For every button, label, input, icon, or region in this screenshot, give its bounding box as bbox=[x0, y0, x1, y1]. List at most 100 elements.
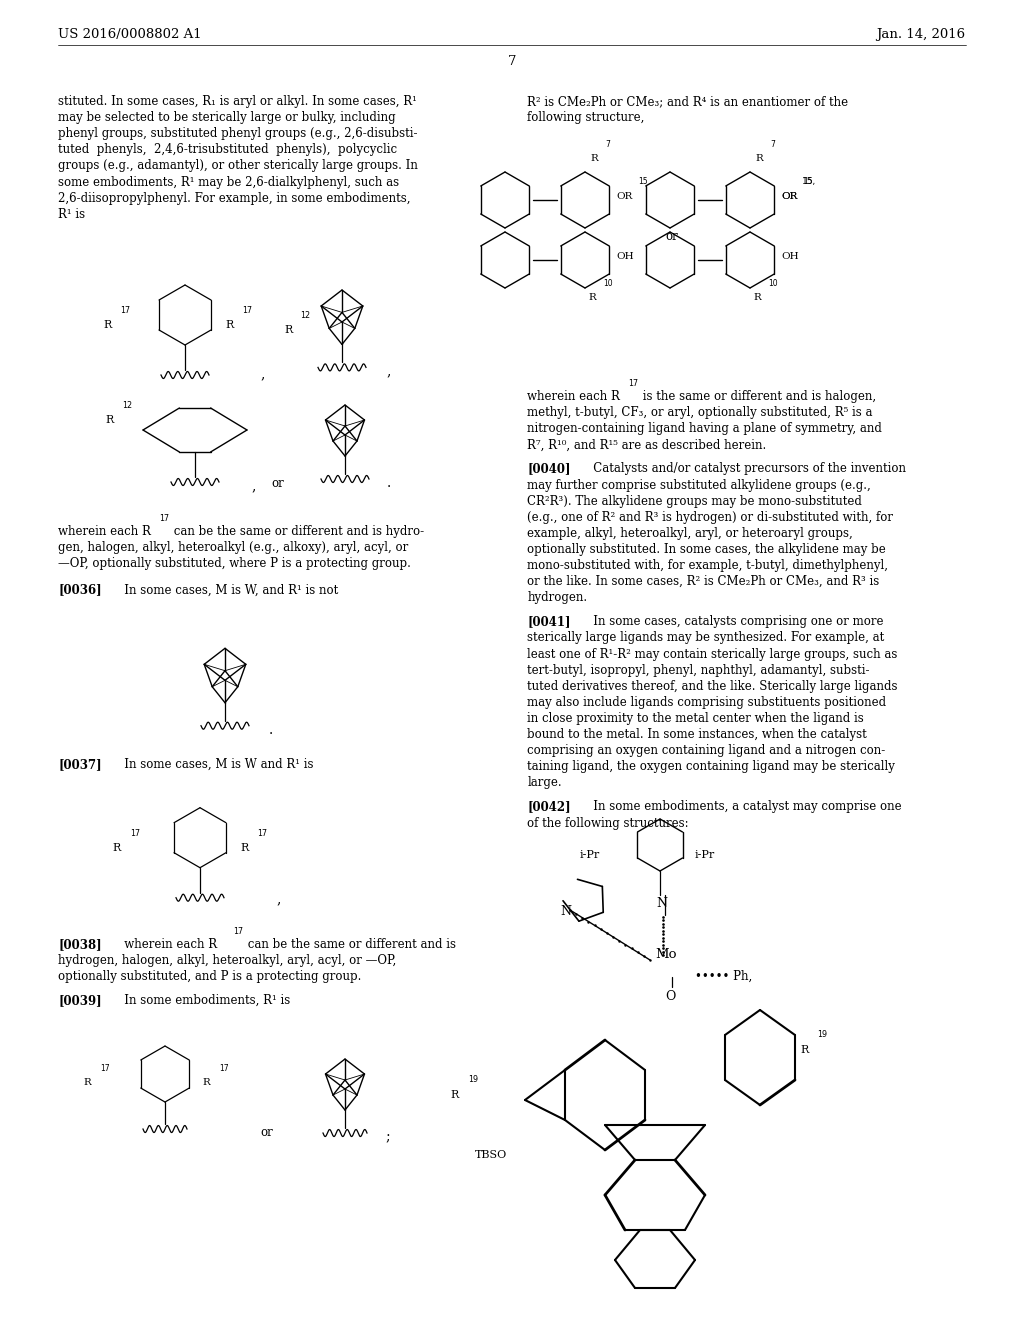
Text: TBSO: TBSO bbox=[475, 1150, 507, 1160]
Text: R: R bbox=[588, 293, 596, 302]
Text: 2,6-diisopropylphenyl. For example, in some embodiments,: 2,6-diisopropylphenyl. For example, in s… bbox=[58, 191, 411, 205]
Text: R: R bbox=[225, 319, 233, 330]
Text: —OP, optionally substituted, where P is a protecting group.: —OP, optionally substituted, where P is … bbox=[58, 557, 412, 570]
Text: 17: 17 bbox=[100, 1064, 110, 1073]
Text: 15: 15 bbox=[803, 177, 813, 186]
Text: tert-butyl, isopropyl, phenyl, naphthyl, adamantyl, substi-: tert-butyl, isopropyl, phenyl, naphthyl,… bbox=[527, 664, 869, 677]
Text: 12: 12 bbox=[300, 312, 310, 319]
Text: OR: OR bbox=[781, 191, 798, 201]
Text: R: R bbox=[103, 319, 112, 330]
Text: wherein each R: wherein each R bbox=[114, 937, 217, 950]
Text: 15,: 15, bbox=[802, 177, 816, 186]
Text: example, alkyl, heteroalkyl, aryl, or heteroaryl groups,: example, alkyl, heteroalkyl, aryl, or he… bbox=[527, 527, 853, 540]
Text: may further comprise substituted alkylidene groups (e.g.,: may further comprise substituted alkylid… bbox=[527, 479, 871, 491]
Text: mono-substituted with, for example, t-butyl, dimethylphenyl,: mono-substituted with, for example, t-bu… bbox=[527, 560, 889, 572]
Text: R: R bbox=[112, 842, 120, 853]
Text: R⁷, R¹⁰, and R¹⁵ are as described herein.: R⁷, R¹⁰, and R¹⁵ are as described herein… bbox=[527, 438, 767, 451]
Text: OR: OR bbox=[781, 191, 798, 201]
Text: .: . bbox=[269, 723, 273, 737]
Text: 7: 7 bbox=[770, 140, 775, 149]
Text: is the same or different and is halogen,: is the same or different and is halogen, bbox=[639, 389, 877, 403]
Text: R² is CMe₂Ph or CMe₃; and R⁴ is an enantiomer of the: R² is CMe₂Ph or CMe₃; and R⁴ is an enant… bbox=[527, 95, 849, 108]
Text: phenyl groups, substituted phenyl groups (e.g., 2,6-disubsti-: phenyl groups, substituted phenyl groups… bbox=[58, 127, 418, 140]
Text: [0037]: [0037] bbox=[58, 758, 102, 771]
Text: OR: OR bbox=[616, 191, 633, 201]
Text: or the like. In some cases, R² is CMe₂Ph or CMe₃, and R³ is: or the like. In some cases, R² is CMe₂Ph… bbox=[527, 576, 880, 589]
Text: 17: 17 bbox=[257, 829, 267, 838]
Text: ••••• Ph,: ••••• Ph, bbox=[695, 970, 753, 983]
Text: (e.g., one of R² and R³ is hydrogen) or di-substituted with, for: (e.g., one of R² and R³ is hydrogen) or … bbox=[527, 511, 893, 524]
Text: In some cases, M is W, and R¹ is not: In some cases, M is W, and R¹ is not bbox=[114, 583, 339, 597]
Text: or: or bbox=[665, 230, 678, 243]
Text: 17: 17 bbox=[130, 829, 140, 838]
Text: R: R bbox=[240, 842, 248, 853]
Text: ,: , bbox=[276, 892, 281, 907]
Text: hydrogen.: hydrogen. bbox=[527, 591, 588, 605]
Text: 7: 7 bbox=[605, 140, 610, 149]
Text: N: N bbox=[656, 898, 667, 909]
Text: R¹ is: R¹ is bbox=[58, 207, 85, 220]
Text: [0038]: [0038] bbox=[58, 937, 102, 950]
Text: ,: , bbox=[386, 364, 390, 379]
Text: O: O bbox=[665, 990, 676, 1003]
Text: R: R bbox=[105, 414, 114, 425]
Text: 17: 17 bbox=[629, 379, 639, 388]
Text: comprising an oxygen containing ligand and a nitrogen con-: comprising an oxygen containing ligand a… bbox=[527, 744, 886, 758]
Text: 12: 12 bbox=[122, 401, 132, 411]
Text: R: R bbox=[755, 154, 763, 162]
Text: wherein each R: wherein each R bbox=[58, 525, 152, 539]
Text: 19: 19 bbox=[817, 1030, 827, 1039]
Text: some embodiments, R¹ may be 2,6-dialkylphenyl, such as: some embodiments, R¹ may be 2,6-dialkylp… bbox=[58, 176, 399, 189]
Text: 19: 19 bbox=[468, 1074, 478, 1084]
Text: i-Pr: i-Pr bbox=[695, 850, 715, 861]
Text: Mo: Mo bbox=[655, 949, 677, 961]
Text: optionally substituted, and P is a protecting group.: optionally substituted, and P is a prote… bbox=[58, 970, 361, 983]
Text: In some cases, M is W and R¹ is: In some cases, M is W and R¹ is bbox=[114, 758, 314, 771]
Text: [0036]: [0036] bbox=[58, 583, 102, 597]
Text: ,: , bbox=[260, 367, 264, 381]
Text: groups (e.g., adamantyl), or other sterically large groups. In: groups (e.g., adamantyl), or other steri… bbox=[58, 160, 418, 173]
Text: 10: 10 bbox=[603, 279, 612, 288]
Text: ,: , bbox=[251, 479, 255, 492]
Text: [0039]: [0039] bbox=[58, 994, 102, 1007]
Text: 10: 10 bbox=[768, 279, 777, 288]
Text: 7: 7 bbox=[508, 55, 516, 69]
Text: Jan. 14, 2016: Jan. 14, 2016 bbox=[877, 28, 966, 41]
Text: R: R bbox=[753, 293, 761, 302]
Text: R: R bbox=[450, 1090, 459, 1100]
Text: 15: 15 bbox=[638, 177, 647, 186]
Text: 17: 17 bbox=[160, 513, 170, 523]
Text: US 2016/0008802 A1: US 2016/0008802 A1 bbox=[58, 28, 202, 41]
Text: methyl, t-butyl, CF₃, or aryl, optionally substituted, R⁵ is a: methyl, t-butyl, CF₃, or aryl, optionall… bbox=[527, 407, 872, 420]
Text: 17: 17 bbox=[233, 927, 244, 936]
Text: least one of R¹-R² may contain sterically large groups, such as: least one of R¹-R² may contain stericall… bbox=[527, 648, 898, 660]
Text: CR²R³). The alkylidene groups may be mono-substituted: CR²R³). The alkylidene groups may be mon… bbox=[527, 495, 862, 508]
Text: bound to the metal. In some instances, when the catalyst: bound to the metal. In some instances, w… bbox=[527, 729, 867, 741]
Text: or: or bbox=[260, 1126, 272, 1139]
Text: ;: ; bbox=[385, 1130, 389, 1144]
Text: 17: 17 bbox=[242, 306, 252, 315]
Text: gen, halogen, alkyl, heteroalkyl (e.g., alkoxy), aryl, acyl, or: gen, halogen, alkyl, heteroalkyl (e.g., … bbox=[58, 541, 409, 554]
Text: can be the same or different and is hydro-: can be the same or different and is hydr… bbox=[170, 525, 425, 539]
Text: OH: OH bbox=[616, 252, 634, 261]
Text: hydrogen, halogen, alkyl, heteroalkyl, aryl, acyl, or —OP,: hydrogen, halogen, alkyl, heteroalkyl, a… bbox=[58, 954, 396, 966]
Text: tuted  phenyls,  2,4,6-trisubstituted  phenyls),  polycyclic: tuted phenyls, 2,4,6-trisubstituted phen… bbox=[58, 144, 397, 156]
Text: R: R bbox=[202, 1078, 210, 1088]
Text: In some embodiments, R¹ is: In some embodiments, R¹ is bbox=[114, 994, 291, 1007]
Text: stituted. In some cases, R₁ is aryl or alkyl. In some cases, R¹: stituted. In some cases, R₁ is aryl or a… bbox=[58, 95, 417, 108]
Text: Catalysts and/or catalyst precursors of the invention: Catalysts and/or catalyst precursors of … bbox=[583, 462, 906, 475]
Text: tuted derivatives thereof, and the like. Sterically large ligands: tuted derivatives thereof, and the like.… bbox=[527, 680, 898, 693]
Text: N: N bbox=[560, 906, 571, 917]
Text: .: . bbox=[387, 477, 391, 490]
Text: taining ligand, the oxygen containing ligand may be sterically: taining ligand, the oxygen containing li… bbox=[527, 760, 895, 774]
Text: may be selected to be sterically large or bulky, including: may be selected to be sterically large o… bbox=[58, 111, 396, 124]
Text: In some cases, catalysts comprising one or more: In some cases, catalysts comprising one … bbox=[583, 615, 884, 628]
Text: nitrogen-containing ligand having a plane of symmetry, and: nitrogen-containing ligand having a plan… bbox=[527, 422, 883, 436]
Text: may also include ligands comprising substituents positioned: may also include ligands comprising subs… bbox=[527, 696, 887, 709]
Text: optionally substituted. In some cases, the alkylidene may be: optionally substituted. In some cases, t… bbox=[527, 543, 886, 556]
Text: [0040]: [0040] bbox=[527, 462, 570, 475]
Text: In some embodiments, a catalyst may comprise one: In some embodiments, a catalyst may comp… bbox=[583, 800, 902, 813]
Text: R: R bbox=[590, 154, 598, 162]
Text: 17: 17 bbox=[219, 1064, 228, 1073]
Text: sterically large ligands may be synthesized. For example, at: sterically large ligands may be synthesi… bbox=[527, 631, 885, 644]
